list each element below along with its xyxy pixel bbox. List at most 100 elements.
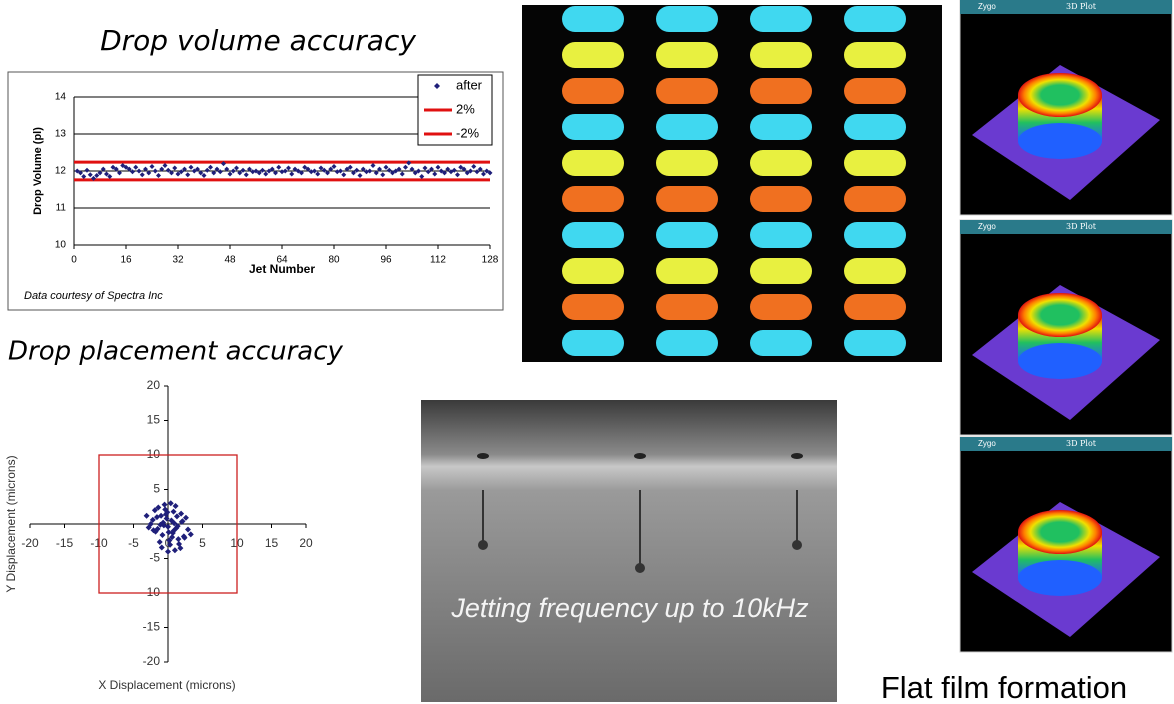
data-point [237,170,243,176]
data-point [153,514,160,521]
data-point [155,504,162,511]
data-point [481,171,486,177]
pill [750,42,812,68]
panel-header [960,437,1172,451]
data-point [170,508,177,515]
data-point [250,169,256,175]
pill [844,258,906,284]
data-point [435,164,441,170]
x-axis-label: Jet Number [249,262,315,276]
data-point [178,510,185,517]
chart-title: Drop volume accuracy [100,24,416,57]
data-point [160,519,167,526]
data-point [177,545,184,552]
x-tick-label: 5 [199,536,206,550]
x-tick-label: 112 [430,255,446,266]
data-point [399,171,405,177]
pill [562,186,624,212]
data-point [484,168,490,174]
x-tick-label: -20 [21,536,39,550]
data-point [442,170,447,176]
pill [656,78,718,104]
data-point [321,167,327,173]
footer-text: Flat film formation [881,670,1127,704]
data-point [162,162,168,168]
pill [844,330,906,356]
data-point [163,515,170,522]
data-point [243,172,249,178]
data-point [167,500,174,507]
data-point [156,172,161,178]
data-point [195,166,200,172]
y-tick-label: -10 [143,585,161,599]
x-tick-label: 15 [265,536,279,550]
surface-top [1018,510,1102,554]
data-point [191,168,197,174]
data-point [302,164,308,170]
pill [750,294,812,320]
y-tick-label: 13 [55,129,67,140]
data-point [224,166,230,172]
pill [844,294,906,320]
panel-title: 3D Plot [1066,222,1097,231]
pill [750,78,812,104]
pill [750,222,812,248]
y-tick-label: -15 [143,620,161,634]
pill [656,258,718,284]
pill [844,78,906,104]
y-tick-label: 11 [56,203,67,214]
data-point [173,513,180,520]
data-point [113,166,119,172]
data-point [256,170,262,176]
surface-top [1018,73,1102,117]
pill [562,258,624,284]
data-point [338,168,343,174]
pill [750,114,812,140]
data-point [172,165,178,171]
pill [750,6,812,32]
data-point [318,165,324,171]
data-point [143,512,150,519]
data-point [100,166,106,172]
data-point [149,164,155,170]
data-point [145,524,152,531]
data-point [91,175,96,181]
data-point [240,167,246,173]
data-point [445,166,451,172]
data-point [143,166,148,172]
data-point [286,165,291,171]
x-tick-label: 0 [71,255,77,266]
y-tick-label: 5 [153,482,160,496]
data-point [308,169,314,175]
pill [656,150,718,176]
pill [562,114,624,140]
data-point [455,172,460,178]
x-tick-label: 0 [165,536,172,550]
data-point [432,171,438,177]
data-point [360,166,366,172]
data-point [187,531,194,538]
data-point [158,544,165,551]
surface-bottom [1018,123,1102,159]
data-point [117,170,122,176]
data-point [211,170,217,176]
surface-bottom [1018,343,1102,379]
data-point [87,172,93,178]
data-point [403,164,408,170]
data-point [409,166,415,172]
data-point [74,168,80,174]
pill [844,186,906,212]
data-point [416,168,421,174]
data-point [154,525,161,532]
panel-title: 3D Plot [1066,2,1097,11]
data-point [425,169,431,175]
data-point [331,164,337,170]
data-point [474,169,480,175]
x-tick-label: 32 [172,255,184,266]
panel-header [960,0,1172,14]
y-tick-label: 20 [147,378,161,392]
pill [750,330,812,356]
pill [562,330,624,356]
data-point [181,534,188,541]
